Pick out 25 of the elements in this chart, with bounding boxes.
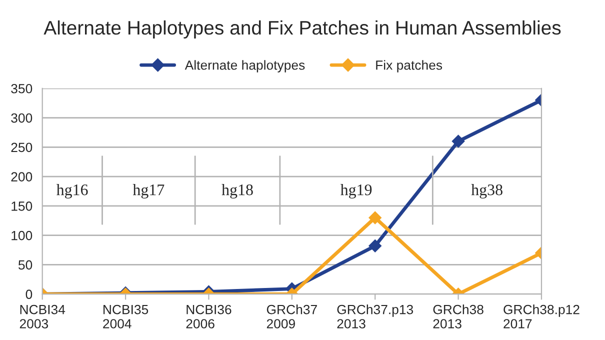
x-tick-label: GRCh38 2013 <box>433 304 484 328</box>
x-tick-label: NCBI34 2003 <box>20 304 66 328</box>
y-tick-label: 300 <box>11 113 32 123</box>
chart-title: Alternate Haplotypes and Fix Patches in Human Assemblies <box>44 20 561 39</box>
annotation: hg16 <box>56 184 88 199</box>
x-tick-label: NCBI35 2004 <box>103 304 148 328</box>
y-tick-label: 150 <box>12 202 32 211</box>
x-tick-label: GRCh38.p12 2017 <box>504 304 580 328</box>
point <box>368 211 382 224</box>
y-tick-label: 50 <box>18 260 32 270</box>
y-tick-label: 200 <box>11 172 32 182</box>
x-tick-label: GRCh37.p13 2013 <box>337 304 414 328</box>
annotation: hg17 <box>132 184 164 199</box>
y-tick-label: 350 <box>11 84 32 94</box>
x-tick-label: NCBI36 2006 <box>186 304 232 328</box>
annotation: hg19 <box>340 184 372 199</box>
annotation: hg18 <box>222 184 253 199</box>
point <box>452 134 465 148</box>
annotation: hg38 <box>471 184 502 199</box>
y-tick-label: 0 <box>26 290 32 300</box>
y-tick-label: 250 <box>11 142 32 152</box>
legend-label: Fix patches <box>376 60 442 72</box>
x-tick-label: GRCh37 2009 <box>266 304 317 328</box>
legend-label: Alternate haplotypes <box>184 60 305 72</box>
y-tick-label: 100 <box>12 230 32 240</box>
